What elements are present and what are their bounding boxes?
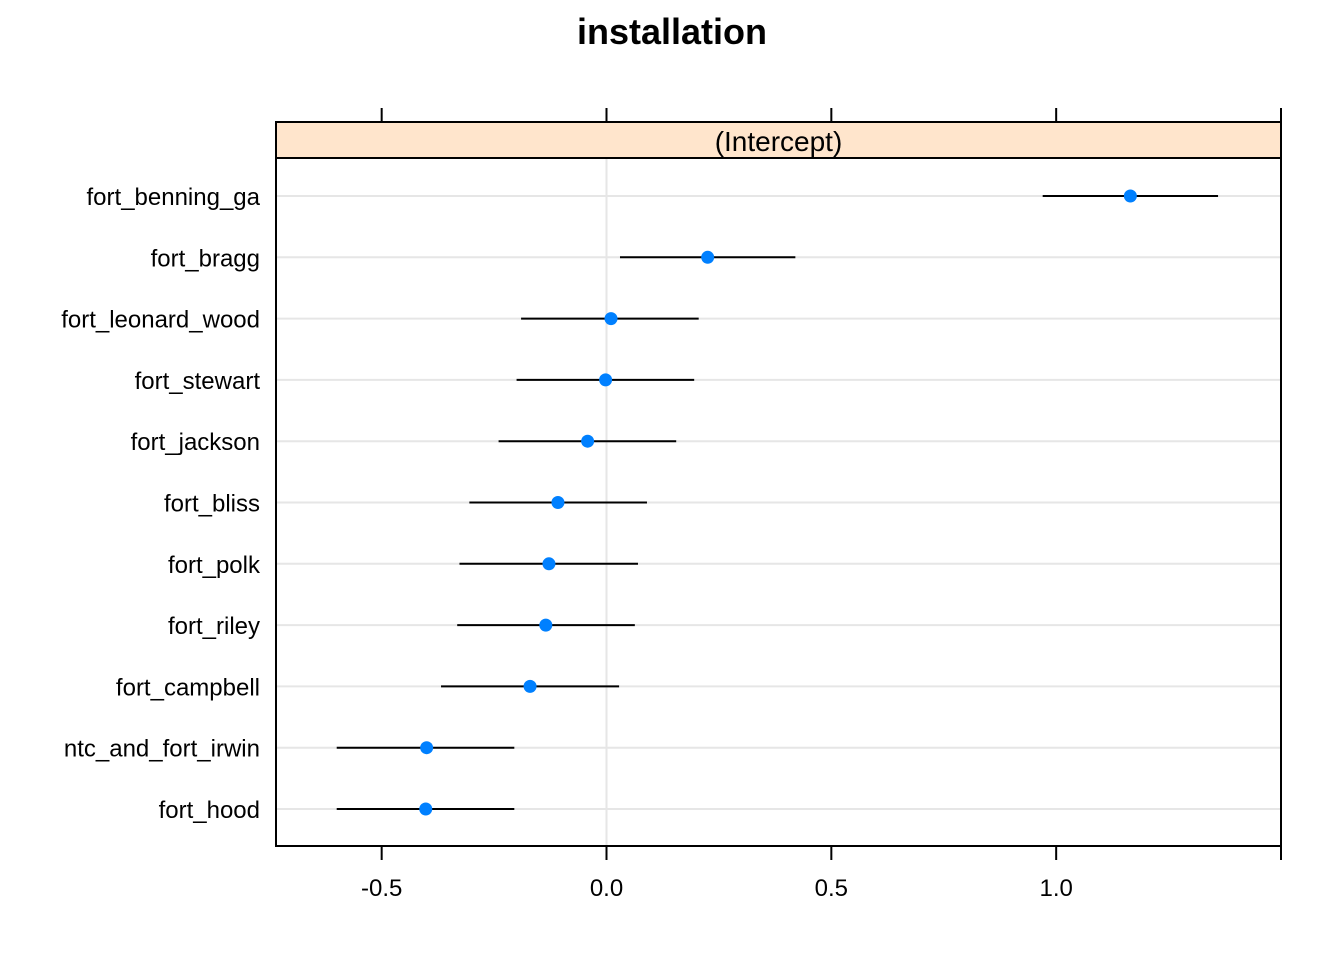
point-fort_bliss <box>551 496 565 509</box>
points <box>419 189 1137 816</box>
point-fort_leonard_wood <box>604 312 618 326</box>
panel-strip-label: (Intercept) <box>715 126 843 157</box>
category-label-fort_bragg: fort_bragg <box>151 245 260 272</box>
point-fort_bragg <box>701 250 715 264</box>
category-label-fort_benning_ga: fort_benning_ga <box>87 184 261 211</box>
x-tick-label: 0.0 <box>590 875 623 902</box>
category-label-fort_hood: fort_hood <box>159 797 260 824</box>
category-label-fort_leonard_wood: fort_leonard_wood <box>61 307 260 334</box>
x-tick-label: -0.5 <box>361 875 402 902</box>
point-fort_hood <box>419 802 433 816</box>
category-label-fort_polk: fort_polk <box>168 552 261 579</box>
category-label-ntc_and_fort_irwin: ntc_and_fort_irwin <box>64 736 260 763</box>
point-ntc_and_fort_irwin <box>420 741 434 755</box>
x-tick-label: 1.0 <box>1039 875 1072 902</box>
category-label-fort_bliss: fort_bliss <box>164 491 260 518</box>
point-fort_polk <box>542 557 556 571</box>
category-labels: fort_benning_ga fort_bragg fort_leonard_wo… <box>61 184 261 824</box>
point-fort_jackson <box>581 434 595 448</box>
panel-border <box>275 121 1282 847</box>
x-tick-label: 0.5 <box>815 875 848 902</box>
category-label-fort_stewart: fort_stewart <box>135 368 261 395</box>
category-label-fort_jackson: fort_jackson <box>131 429 260 456</box>
point-fort_benning_ga <box>1123 189 1137 203</box>
point-fort_stewart <box>599 373 613 387</box>
point-fort_riley <box>539 618 553 632</box>
panel-strip <box>275 121 1282 159</box>
chart-title: installation <box>577 11 767 52</box>
category-label-fort_campbell: fort_campbell <box>116 674 260 701</box>
x-axis: -0.5 0.0 0.5 1.0 <box>361 108 1282 902</box>
category-label-fort_riley: fort_riley <box>168 613 260 640</box>
point-fort_campbell <box>523 679 537 693</box>
